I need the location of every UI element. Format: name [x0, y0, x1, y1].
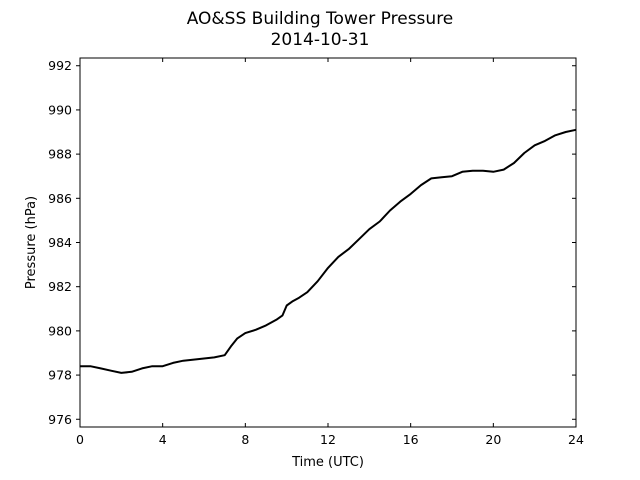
y-tick-label: 992 — [48, 58, 72, 73]
y-tick-label: 984 — [48, 235, 72, 250]
x-axis-label: Time (UTC) — [291, 455, 364, 470]
y-axis-label: Pressure (hPa) — [24, 196, 39, 289]
y-tick-label: 976 — [48, 412, 72, 427]
x-tick-label: 24 — [568, 432, 584, 447]
chart-subtitle: 2014-10-31 — [271, 30, 370, 50]
y-tick-label: 980 — [48, 323, 72, 338]
y-tick-label: 982 — [48, 279, 72, 294]
x-tick-label: 12 — [320, 432, 336, 447]
x-tick-label: 16 — [403, 432, 419, 447]
x-tick-label: 8 — [241, 432, 249, 447]
pressure-series-line — [80, 128, 577, 374]
x-tick-label: 4 — [159, 432, 167, 447]
y-tick-label: 986 — [48, 191, 72, 206]
y-tick-label: 990 — [48, 102, 72, 117]
y-tick-label: 988 — [48, 147, 72, 162]
x-tick-label: 20 — [485, 432, 501, 447]
chart-title: AO&SS Building Tower Pressure — [187, 9, 454, 29]
y-tick-label: 978 — [48, 368, 72, 383]
plot-frame — [79, 57, 577, 428]
axis-ticks: 0 4 8 12 16 20 24 976 978 980 982 984 986 988 990 992 — [48, 58, 584, 447]
x-tick-label: 0 — [76, 432, 84, 447]
